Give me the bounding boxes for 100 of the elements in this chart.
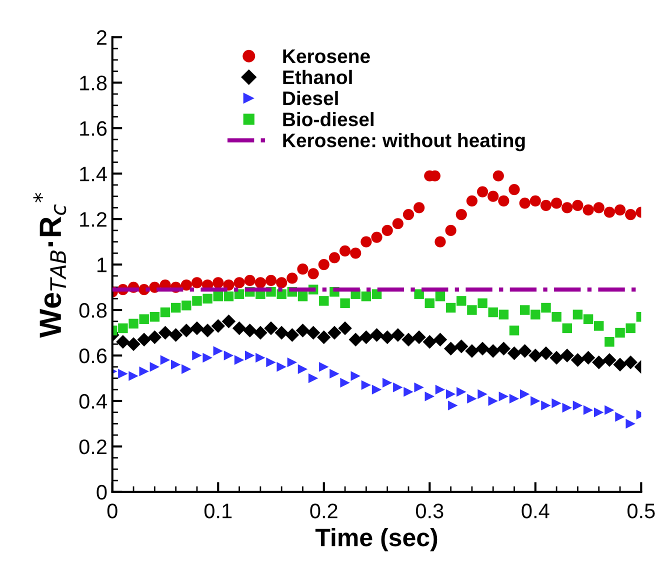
point (254, 326, 268, 340)
point (287, 357, 298, 368)
point (234, 289, 244, 299)
point (370, 328, 384, 342)
point (446, 389, 456, 400)
point (202, 294, 212, 304)
point (424, 298, 435, 308)
point (456, 387, 466, 397)
x-tick-label: 0.2 (310, 504, 338, 518)
point (424, 392, 435, 402)
point (507, 346, 522, 360)
point (372, 289, 382, 299)
point (317, 330, 331, 344)
x-tick-label: 0.4 (522, 504, 550, 518)
point (296, 324, 310, 338)
point (361, 292, 372, 302)
point (626, 323, 636, 334)
point (614, 204, 626, 216)
point (562, 323, 572, 334)
point (128, 318, 138, 329)
point (256, 352, 266, 363)
point (213, 346, 223, 356)
point (234, 355, 244, 365)
y-tick-label: 1 (98, 258, 106, 272)
point (298, 364, 308, 374)
point (414, 289, 424, 299)
point (285, 328, 300, 342)
point (560, 348, 574, 362)
point (541, 302, 551, 313)
point (550, 350, 564, 365)
point (339, 245, 351, 256)
point (520, 389, 530, 400)
y-tick-label: 1.8 (80, 76, 107, 90)
point (594, 321, 604, 331)
point (150, 362, 160, 372)
point (422, 334, 437, 349)
point (359, 330, 374, 344)
point (414, 202, 425, 214)
point (139, 314, 149, 324)
point (118, 368, 128, 379)
point (371, 232, 382, 243)
point (488, 190, 499, 202)
point (518, 344, 532, 358)
point (476, 186, 488, 198)
point (338, 321, 352, 336)
point (116, 334, 130, 349)
point (340, 298, 350, 308)
point (615, 328, 625, 338)
point (508, 184, 520, 196)
point (552, 312, 562, 322)
point (148, 330, 162, 344)
point (254, 277, 266, 288)
point (382, 224, 393, 236)
point (150, 312, 160, 322)
point (498, 310, 509, 320)
point (509, 394, 520, 404)
point (626, 418, 636, 429)
point (139, 366, 149, 376)
point (348, 332, 362, 346)
point (361, 380, 372, 390)
point (224, 350, 234, 360)
point (180, 324, 194, 338)
point (137, 332, 151, 346)
point (244, 274, 256, 286)
point (160, 307, 170, 318)
point (276, 362, 286, 372)
y-axis-title: We$_{TAB}$·R$_{c}$$^{*}$ (33, 192, 66, 338)
point (446, 302, 456, 313)
point (318, 258, 330, 270)
point (200, 324, 214, 338)
point (582, 204, 594, 216)
point (191, 277, 203, 288)
point (265, 274, 277, 286)
point (433, 332, 448, 346)
point (192, 350, 202, 360)
point (360, 236, 372, 248)
point (128, 371, 138, 381)
y-tick-label: 0.6 (79, 348, 107, 364)
point (160, 355, 170, 365)
point (465, 344, 479, 358)
y-tick-label: 0.8 (79, 303, 107, 318)
x-tick-label: 0.5 (628, 504, 655, 518)
point (222, 314, 236, 328)
legend-label: Ethanol (283, 70, 352, 84)
point (297, 264, 308, 275)
y-tick-label: 2 (96, 30, 106, 45)
point (170, 302, 181, 313)
point (562, 202, 573, 214)
point (182, 364, 192, 374)
point (412, 330, 426, 344)
point (391, 328, 405, 342)
point (126, 337, 140, 352)
point (414, 382, 424, 392)
point (211, 319, 226, 333)
point (266, 357, 276, 368)
point (402, 208, 414, 220)
point (182, 300, 192, 310)
point (192, 296, 202, 306)
point (572, 310, 583, 320)
point (476, 342, 490, 356)
